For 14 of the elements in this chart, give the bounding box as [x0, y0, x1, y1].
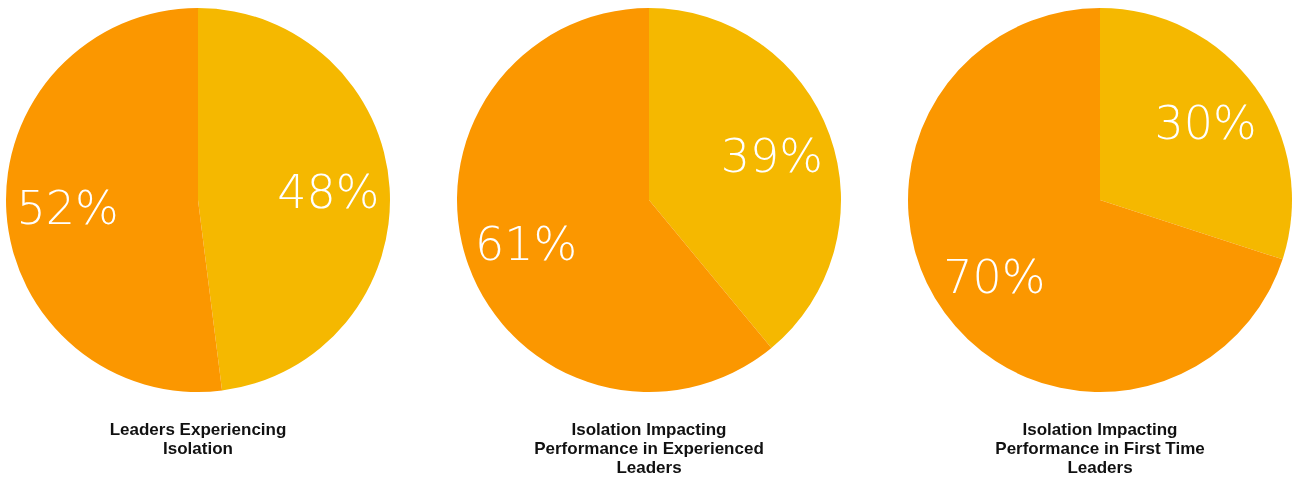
- pie-slice: [649, 8, 841, 348]
- data-label: 48%: [277, 164, 380, 219]
- data-label: 70%: [943, 249, 1046, 304]
- pie-slice: [908, 8, 1283, 392]
- data-label: 61%: [475, 217, 578, 272]
- pie-slice: [198, 8, 390, 391]
- pie-slice: [1100, 8, 1292, 260]
- text: Leaders Experiencing Isolation: [109, 420, 287, 458]
- data-label: 39%: [720, 128, 823, 183]
- text: Isolation Impacting Performance in First Time Leaders: [995, 420, 1205, 477]
- pie-slice: [6, 8, 223, 392]
- data-label: 30%: [1154, 96, 1257, 151]
- text: Isolation Impacting Performance in Experienced Leaders: [534, 420, 764, 477]
- data-label: 52%: [16, 181, 119, 236]
